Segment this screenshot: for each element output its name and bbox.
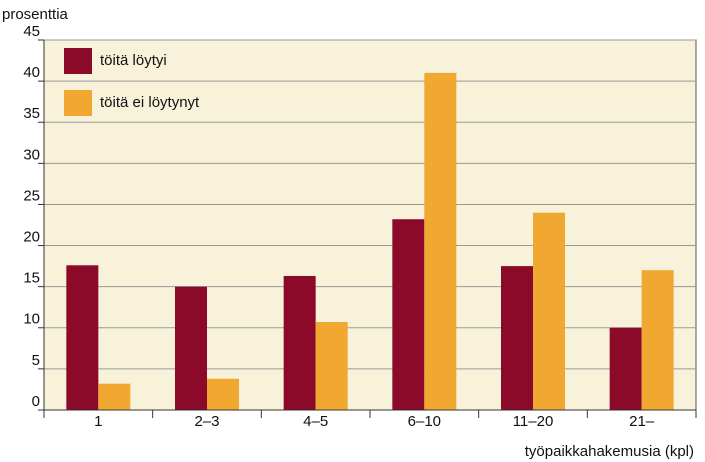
bar <box>501 266 533 410</box>
x-tick-label: 6–10 <box>408 413 441 430</box>
legend-label: töitä löytyi <box>100 52 167 69</box>
y-tick-label: 15 <box>23 270 40 287</box>
y-tick-label: 35 <box>23 105 40 122</box>
x-tick-label: 21– <box>629 413 655 430</box>
bar <box>424 72 457 410</box>
plot-background <box>43 39 697 411</box>
bar <box>175 286 207 410</box>
legend-label: töitä ei löytynyt <box>100 94 200 111</box>
x-tick-label: 2–3 <box>194 413 219 430</box>
legend-swatch <box>64 48 92 74</box>
y-tick-label: 0 <box>32 393 40 410</box>
bar <box>533 212 565 410</box>
bar <box>392 219 425 410</box>
bar <box>283 275 316 410</box>
x-axis-label: työpaikkahakemusia (kpl) <box>525 443 694 460</box>
y-axis-label: prosenttia <box>2 6 69 23</box>
x-tick-label: 4–5 <box>303 413 328 430</box>
bar <box>207 378 239 410</box>
bar <box>66 265 99 410</box>
y-tick-label: 30 <box>23 146 40 163</box>
y-tick-label: 25 <box>23 187 40 204</box>
bar <box>98 383 131 410</box>
legend-swatch <box>64 90 92 116</box>
y-tick-label: 45 <box>23 23 40 40</box>
y-tick-label: 40 <box>23 64 40 81</box>
bar <box>315 322 348 410</box>
y-tick-label: 10 <box>23 311 40 328</box>
x-tick-label: 1 <box>94 413 102 430</box>
y-tick-label: 20 <box>23 229 40 246</box>
bar <box>641 270 674 410</box>
y-tick-label: 5 <box>32 352 40 369</box>
bar <box>609 327 642 410</box>
x-tick-label: 11–20 <box>513 413 554 430</box>
